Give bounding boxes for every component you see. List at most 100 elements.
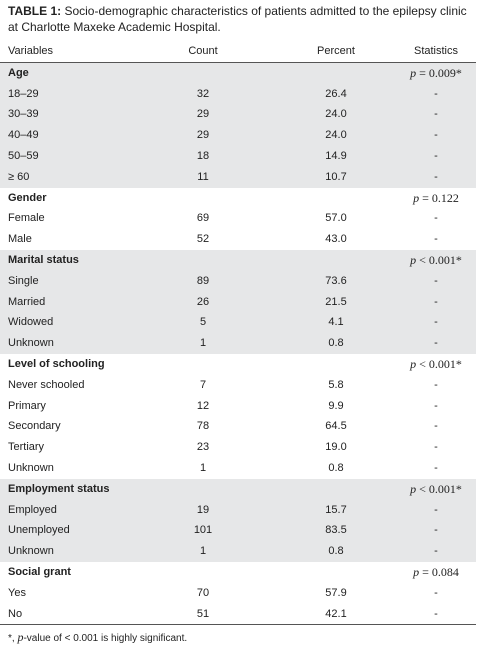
cell: 18–29 xyxy=(0,83,158,105)
cell: 78 xyxy=(196,420,210,433)
data-row: Widowed 5 4.1- xyxy=(0,312,476,334)
stat-symbol: p xyxy=(413,190,420,205)
cell: 1 xyxy=(158,541,248,562)
stat-value: < 0.001* xyxy=(419,481,462,496)
cell: 10.7 xyxy=(248,166,396,188)
cell: - xyxy=(434,441,438,454)
column-header: Count xyxy=(158,41,248,63)
cell: Unknown xyxy=(8,461,54,474)
data-row: Unknown 1 0.8- xyxy=(0,541,476,562)
cell: 29 xyxy=(158,104,248,126)
cell: - xyxy=(396,125,476,146)
data-row: Female 69 57.0 - xyxy=(0,208,476,229)
stat-symbol: p xyxy=(410,252,417,267)
cell xyxy=(158,562,248,583)
cell: 26.4 xyxy=(248,83,396,105)
table-title: TABLE 1: Socio-demographic characteristi… xyxy=(8,3,474,35)
stat-value: = 0.084 xyxy=(422,564,459,579)
cell: 5.8 xyxy=(328,378,344,391)
cell: 52 xyxy=(196,233,210,246)
cell: - xyxy=(396,145,476,167)
data-row: No 51 42.1- xyxy=(0,603,476,626)
data-row: Unknown 1 0.8- xyxy=(0,458,476,479)
data-row: Primary 12 9.9 - xyxy=(0,396,476,417)
cell: 7 xyxy=(199,378,207,391)
data-row: Unknown 1 0.8- xyxy=(0,333,476,354)
cell: - xyxy=(396,312,476,334)
stat-symbol: p xyxy=(413,564,420,579)
cell: Employed xyxy=(0,499,158,521)
group-row: Age p = 0.009* xyxy=(0,62,476,84)
title-label: TABLE 1: xyxy=(8,4,62,18)
cell: 1 xyxy=(199,461,207,474)
cell: 15.7 xyxy=(248,499,396,521)
cell: 0.8 xyxy=(248,333,396,354)
statistic: p < 0.001* xyxy=(396,478,476,500)
cell: 40–49 xyxy=(0,125,158,146)
cell: Single xyxy=(0,270,158,292)
stat-symbol: p xyxy=(410,356,417,371)
cell: 30–39 xyxy=(0,104,158,126)
statistic: p < 0.001* xyxy=(396,354,476,375)
cell: 57.0 xyxy=(325,212,347,225)
stat-value: < 0.001* xyxy=(419,356,462,371)
cell: - xyxy=(396,104,476,126)
cell: 21.5 xyxy=(248,291,396,313)
cell: 69 xyxy=(196,212,210,225)
cell: Unknown xyxy=(0,333,158,354)
cell: Male xyxy=(8,233,32,246)
cell: 73.6 xyxy=(248,270,396,292)
cell: - xyxy=(434,399,438,412)
data-row: Single 89 73.6- xyxy=(0,270,476,292)
cell: 23 xyxy=(196,441,210,454)
cell: 83.5 xyxy=(248,520,396,542)
cell: 9.9 xyxy=(328,399,344,412)
stat-value: < 0.001* xyxy=(419,252,462,267)
cell: 89 xyxy=(158,270,248,292)
cell: - xyxy=(396,541,476,562)
cell: 19 xyxy=(158,499,248,521)
statistic: p = 0.122 xyxy=(396,188,476,209)
stat-symbol: p xyxy=(410,65,417,80)
footnote-part: -value of < 0.001 is highly significant. xyxy=(23,633,188,644)
data-row: Tertiary 23 19.0 - xyxy=(0,437,476,458)
data-row: Employed 19 15.7- xyxy=(0,499,476,521)
cell: 19.0 xyxy=(325,441,347,454)
cell: 24.0 xyxy=(248,104,396,126)
data-row: 18–29 32 26.4- xyxy=(0,83,476,105)
cell: 51 xyxy=(158,603,248,626)
cell xyxy=(248,188,396,209)
cell: - xyxy=(396,270,476,292)
footnote-italic: p xyxy=(17,630,24,644)
cell: - xyxy=(434,420,438,433)
data-row: Yes 70 57.9 - xyxy=(0,583,476,604)
cell: Yes xyxy=(8,586,26,599)
footnote-part: *, xyxy=(8,633,18,644)
data-row: 40–49 29 24.0- xyxy=(0,125,476,146)
cell: - xyxy=(434,586,438,599)
data-row: Secondary 78 64.5 - xyxy=(0,416,476,437)
group-row: Gender p = 0.122 xyxy=(0,188,476,209)
cell: Unemployed xyxy=(0,520,158,542)
group-row: Marital status p < 0.001* xyxy=(0,249,476,271)
group-name: Age xyxy=(0,62,158,84)
cell: - xyxy=(396,520,476,542)
cell: - xyxy=(434,233,438,246)
cell: - xyxy=(396,499,476,521)
table: Variables Count Percent Statistics Age p = 0.… xyxy=(0,41,476,626)
cell: 26 xyxy=(158,291,248,313)
cell: - xyxy=(396,291,476,313)
cell xyxy=(158,62,248,84)
data-row: 30–39 29 24.0- xyxy=(0,104,476,126)
group-name: Employment status xyxy=(0,478,158,500)
cell: 64.5 xyxy=(325,420,347,433)
cell: 4.1 xyxy=(248,312,396,334)
cell: Primary xyxy=(8,399,46,412)
cell: 12 xyxy=(196,399,210,412)
cell: 57.9 xyxy=(325,586,347,599)
cell xyxy=(158,188,248,209)
group-row: Social grant p = 0.084 xyxy=(0,562,476,583)
cell xyxy=(158,249,248,271)
cell: 0.8 xyxy=(328,461,344,474)
